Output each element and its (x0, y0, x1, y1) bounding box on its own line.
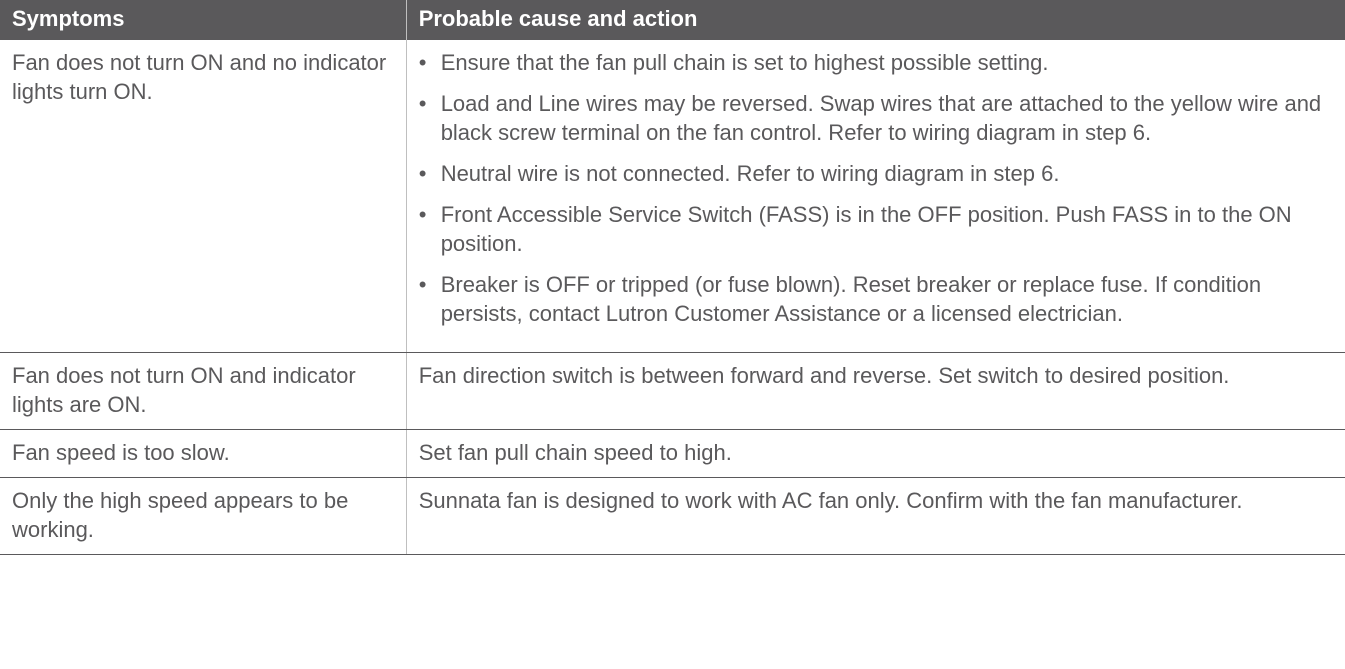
cause-item: Breaker is OFF or tripped (or fuse blown… (419, 270, 1333, 328)
cause-item: Front Accessible Service Switch (FASS) i… (419, 200, 1333, 258)
cause-item: Neutral wire is not connected. Refer to … (419, 159, 1333, 188)
cause-item: Load and Line wires may be reversed. Swa… (419, 89, 1333, 147)
symptom-cell: Only the high speed appears to be workin… (0, 478, 406, 555)
table-row: Only the high speed appears to be workin… (0, 478, 1345, 555)
table-row: Fan does not turn ON and indicator light… (0, 353, 1345, 430)
cause-list: Ensure that the fan pull chain is set to… (419, 48, 1333, 328)
header-symptoms: Symptoms (0, 0, 406, 40)
cause-cell: Ensure that the fan pull chain is set to… (406, 40, 1345, 353)
table-header-row: Symptoms Probable cause and action (0, 0, 1345, 40)
table-row: Fan speed is too slow. Set fan pull chai… (0, 430, 1345, 478)
cause-cell: Fan direction switch is between forward … (406, 353, 1345, 430)
cause-cell: Set fan pull chain speed to high. (406, 430, 1345, 478)
cause-cell: Sunnata fan is designed to work with AC … (406, 478, 1345, 555)
cause-item: Ensure that the fan pull chain is set to… (419, 48, 1333, 77)
symptom-cell: Fan does not turn ON and indicator light… (0, 353, 406, 430)
header-cause-action: Probable cause and action (406, 0, 1345, 40)
symptom-cell: Fan speed is too slow. (0, 430, 406, 478)
table-row: Fan does not turn ON and no indicator li… (0, 40, 1345, 353)
symptom-cell: Fan does not turn ON and no indicator li… (0, 40, 406, 353)
troubleshooting-table: Symptoms Probable cause and action Fan d… (0, 0, 1345, 555)
